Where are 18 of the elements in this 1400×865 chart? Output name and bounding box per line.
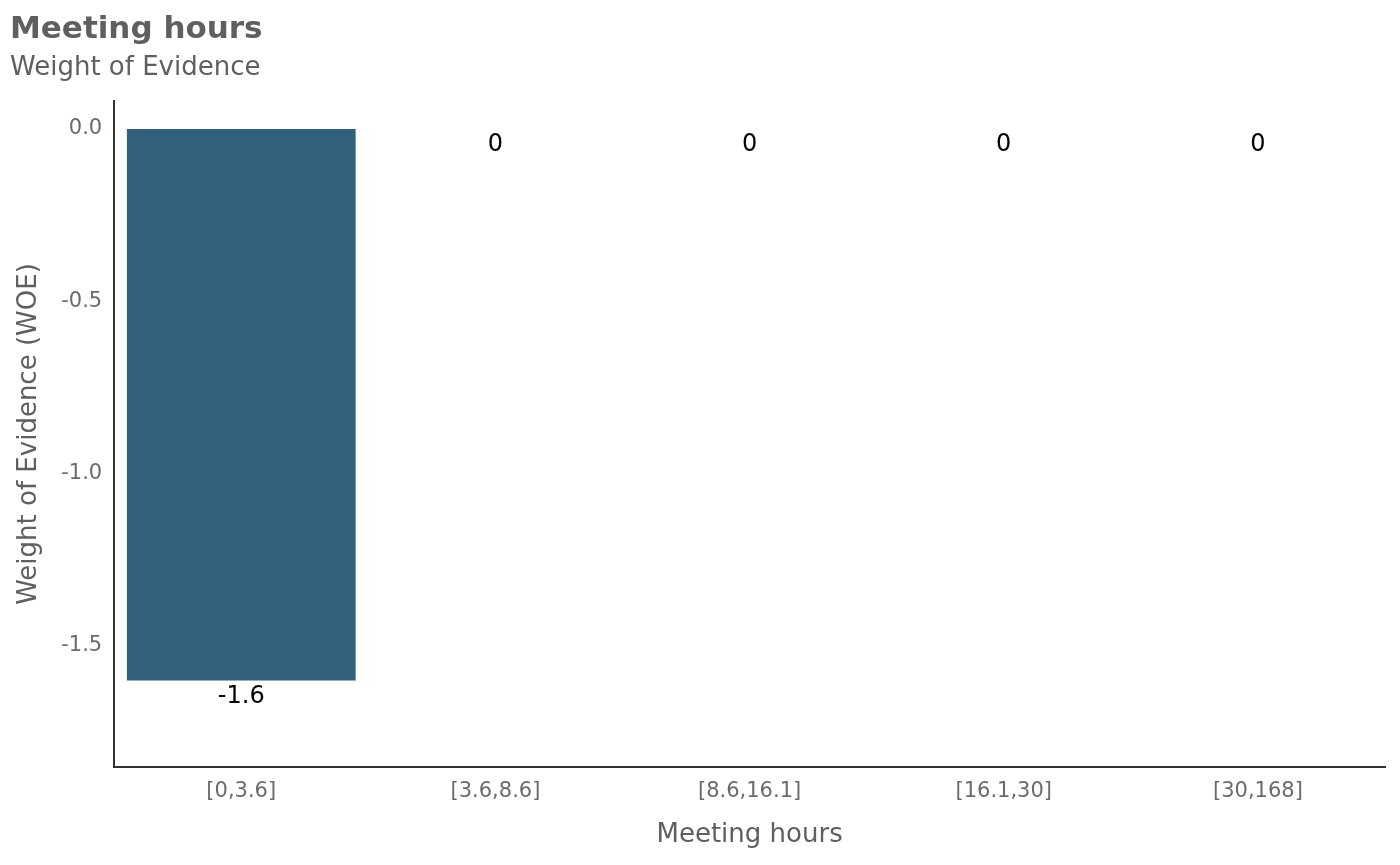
data-label: 0 — [996, 129, 1012, 158]
chart-title: Meeting hours — [10, 8, 263, 45]
data-label: 0 — [741, 129, 758, 158]
x-tick-label: [0,3.6] — [206, 777, 277, 802]
data-label: 0 — [487, 129, 504, 158]
y-tick-label: -1.5 — [61, 632, 103, 657]
x-axis-title: Meeting hours — [656, 818, 843, 849]
x-tick-label: [3.6,8.6] — [450, 777, 541, 802]
y-axis-title: Weight of Evidence (WOE) — [12, 263, 43, 605]
x-tick-label: [30,168] — [1212, 777, 1303, 802]
x-tick-label: [8.6,16.1] — [697, 777, 802, 802]
chart-subtitle: Weight of Evidence — [10, 50, 261, 81]
y-tick-label: 0.0 — [68, 115, 103, 140]
y-tick-label: -1.0 — [61, 460, 103, 485]
x-tick-label: [16.1,30] — [955, 777, 1053, 802]
data-label: 0 — [1250, 129, 1266, 158]
y-tick-label: -0.5 — [61, 287, 103, 312]
data-label: -1.6 — [217, 680, 265, 709]
